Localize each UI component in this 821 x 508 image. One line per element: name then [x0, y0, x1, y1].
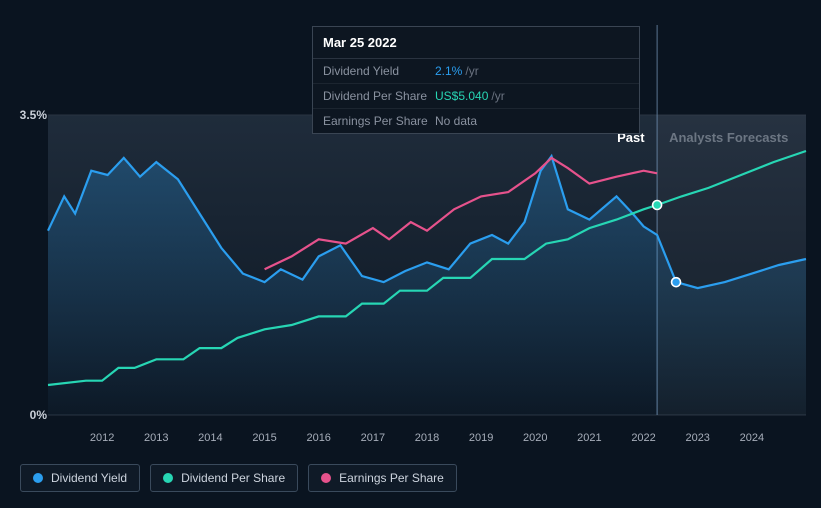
tooltip-value: No data [435, 114, 477, 128]
tooltip-key: Dividend Yield [323, 64, 435, 78]
x-axis-label: 2013 [136, 432, 176, 444]
forecast-region-label: Analysts Forecasts [669, 130, 788, 145]
legend-label: Dividend Yield [51, 471, 127, 485]
legend-label: Earnings Per Share [339, 471, 444, 485]
tooltip-key: Earnings Per Share [323, 114, 435, 128]
legend-color-dot [321, 473, 331, 483]
tooltip-unit: /yr [465, 64, 478, 78]
x-axis-label: 2012 [82, 432, 122, 444]
chart-legend: Dividend Yield Dividend Per Share Earnings… [20, 464, 457, 492]
x-axis-label: 2020 [515, 432, 555, 444]
tooltip-date: Mar 25 2022 [313, 27, 639, 59]
chart-plot-area[interactable] [48, 115, 806, 415]
x-axis-label: 2024 [732, 432, 772, 444]
legend-color-dot [33, 473, 43, 483]
tooltip-value: 2.1%/yr [435, 64, 479, 78]
marker-dividend-yield [672, 278, 681, 287]
tooltip-unit: /yr [491, 89, 504, 103]
legend-item[interactable]: Dividend Per Share [150, 464, 298, 492]
x-axis-label: 2019 [461, 432, 501, 444]
x-axis-label: 2015 [245, 432, 285, 444]
x-axis-label: 2016 [299, 432, 339, 444]
legend-label: Dividend Per Share [181, 471, 285, 485]
tooltip-value: US$5.040/yr [435, 89, 505, 103]
x-axis-label: 2021 [569, 432, 609, 444]
legend-color-dot [163, 473, 173, 483]
x-axis-label: 2023 [678, 432, 718, 444]
dividend-chart: 0% 3.5% 2012 2013 2014 2015 2016 2017 2018 2019 2… [0, 0, 821, 508]
x-axis-label: 2014 [190, 432, 230, 444]
x-axis-label: 2022 [624, 432, 664, 444]
legend-item[interactable]: Earnings Per Share [308, 464, 457, 492]
y-axis-label: 3.5% [7, 108, 47, 122]
chart-tooltip: Mar 25 2022 Dividend Yield2.1%/yrDividen… [312, 26, 640, 134]
x-axis-label: 2018 [407, 432, 447, 444]
tooltip-key: Dividend Per Share [323, 89, 435, 103]
tooltip-row: Dividend Per ShareUS$5.040/yr [313, 84, 639, 109]
marker-dividend-per-share [653, 201, 662, 210]
x-axis-label: 2017 [353, 432, 393, 444]
tooltip-row: Dividend Yield2.1%/yr [313, 59, 639, 84]
tooltip-row: Earnings Per ShareNo data [313, 109, 639, 133]
legend-item[interactable]: Dividend Yield [20, 464, 140, 492]
y-axis-label: 0% [7, 408, 47, 422]
